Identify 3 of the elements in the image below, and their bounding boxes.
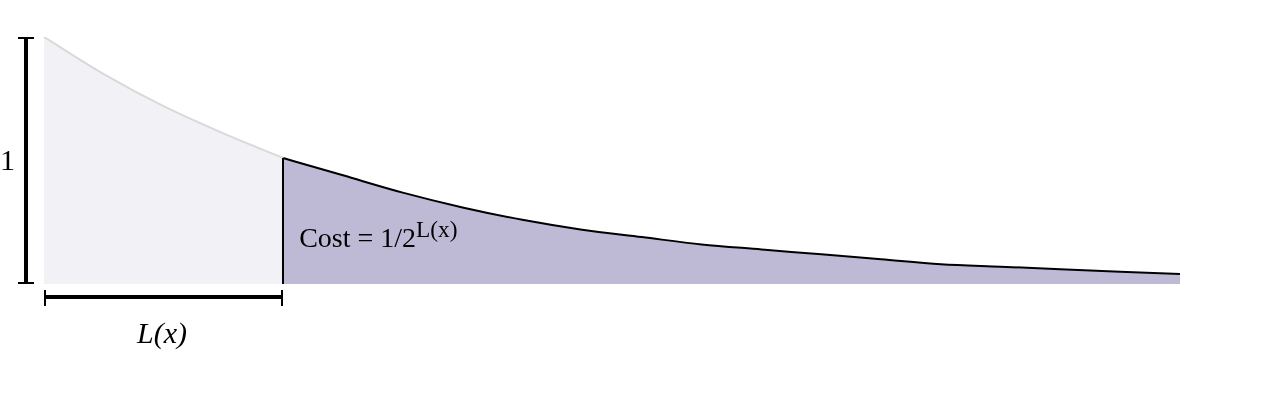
annotation: 1 [0, 142, 15, 177]
text: L(x) [137, 316, 188, 350]
annotation: Cost = 1/2$^{L(x)}$ [299, 216, 458, 255]
